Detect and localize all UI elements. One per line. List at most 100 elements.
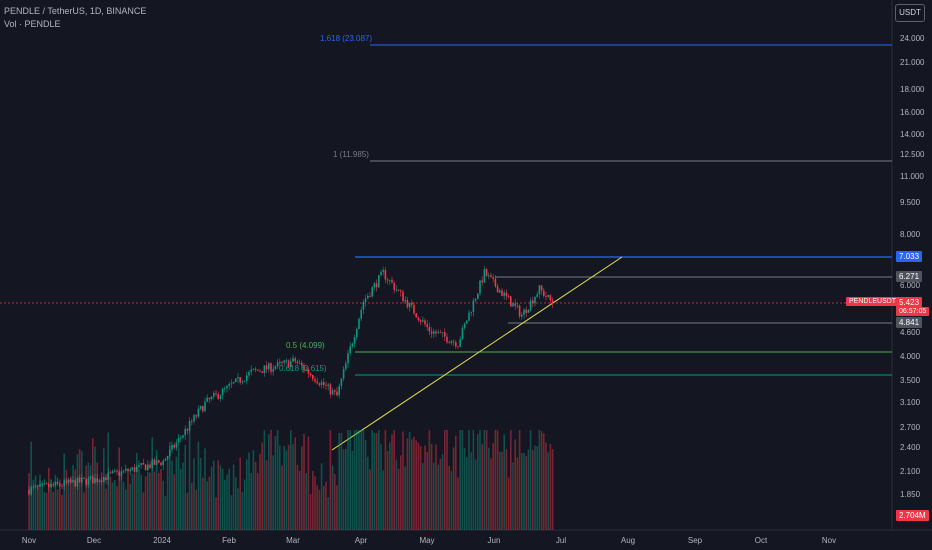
- candle-body: [235, 378, 237, 383]
- candle-body: [268, 363, 270, 370]
- candle-body: [279, 362, 281, 363]
- candle-body: [329, 384, 332, 395]
- volume-bar: [375, 433, 378, 530]
- volume-bar: [158, 472, 160, 530]
- candle-body: [470, 312, 472, 313]
- candle-body: [87, 478, 90, 485]
- candle-body: [186, 428, 189, 431]
- volume-bar: [65, 469, 68, 530]
- time-tick: 2024: [153, 536, 171, 545]
- candle-body: [503, 292, 505, 296]
- candle-body: [257, 369, 259, 371]
- volume-bar: [270, 430, 272, 530]
- candle-body: [48, 483, 50, 488]
- candle-body: [237, 377, 239, 379]
- time-tick: Oct: [754, 536, 768, 545]
- volume-bar: [292, 443, 294, 530]
- candle-body: [219, 395, 222, 399]
- volume-bar: [206, 481, 208, 530]
- volume-bar: [250, 472, 252, 530]
- candle-body: [30, 487, 32, 495]
- volume-bar: [391, 434, 393, 530]
- volume-bar: [153, 471, 156, 530]
- candle-body: [52, 484, 54, 486]
- resistance-price-tag: 7.033: [896, 251, 923, 262]
- volume-bar: [419, 445, 422, 530]
- candle-body: [199, 405, 202, 409]
- candle-body: [292, 358, 294, 362]
- candle-body: [125, 468, 127, 471]
- candle-body: [417, 317, 420, 321]
- volume-bar: [224, 480, 226, 530]
- price-tick: 8.000: [900, 230, 921, 239]
- candle-body: [439, 332, 442, 334]
- volume-bar: [338, 433, 340, 530]
- volume-bar: [400, 455, 402, 530]
- candle-body: [501, 290, 503, 296]
- candle-body: [155, 460, 158, 465]
- volume-bar: [252, 450, 255, 530]
- candle-body: [455, 342, 457, 347]
- price-tick: 2.700: [900, 423, 921, 432]
- volume-bar: [50, 479, 52, 530]
- volume-bar: [59, 479, 61, 530]
- candle-body: [83, 477, 85, 479]
- candle-body: [389, 280, 391, 281]
- candle-body: [543, 290, 545, 297]
- candle-body: [188, 420, 191, 431]
- price-tick: 14.000: [900, 130, 925, 139]
- volume-bar: [188, 430, 191, 530]
- volume-bar: [160, 468, 162, 530]
- candle-body: [142, 463, 145, 465]
- candle-body: [246, 375, 248, 381]
- candle-body: [349, 346, 351, 354]
- volume-bar: [415, 440, 417, 530]
- last-price-tag: 5.423: [896, 297, 923, 308]
- currency-button[interactable]: USDT: [895, 4, 925, 22]
- volume-bar: [402, 431, 404, 530]
- fib-05-label: 0.5 (4.099): [286, 341, 325, 350]
- candle-body: [331, 390, 334, 395]
- volume-bar: [543, 433, 545, 530]
- volume-bar: [417, 443, 420, 530]
- volume-bar: [364, 439, 367, 530]
- volume-bar: [111, 482, 114, 530]
- volume-bar: [523, 452, 525, 530]
- candle-body: [353, 337, 356, 344]
- volume-bar: [485, 430, 488, 530]
- candle-body: [499, 290, 501, 293]
- volume-bar: [287, 444, 290, 530]
- price-tick: 4.000: [900, 352, 921, 361]
- candle-body: [534, 297, 536, 304]
- candle-body: [477, 293, 479, 299]
- candle-body: [92, 476, 94, 484]
- volume-bar: [175, 456, 178, 530]
- symbol-price-tag: PENDLEUSDT: [846, 297, 900, 306]
- volume-bar: [450, 470, 453, 530]
- volume-bar: [144, 476, 147, 530]
- volume-bar: [169, 442, 171, 530]
- fib-1-label: 1 (11.985): [333, 150, 369, 159]
- volume-bar: [182, 462, 184, 530]
- volume-bar: [439, 458, 442, 530]
- candle-body: [448, 342, 450, 344]
- volume-bar: [356, 430, 358, 530]
- volume-bar: [422, 463, 424, 530]
- trendline[interactable]: [331, 256, 623, 451]
- time-tick: Sep: [687, 536, 703, 545]
- time-tick: Jul: [555, 536, 567, 545]
- candle-body: [239, 377, 241, 383]
- candle-body: [208, 397, 211, 400]
- volume-indicator-label[interactable]: Vol · PENDLE: [4, 19, 61, 29]
- volume-bar: [237, 488, 239, 530]
- symbol-title[interactable]: PENDLE / TetherUS, 1D, BINANCE: [4, 6, 147, 16]
- price-tick: 24.000: [900, 34, 925, 43]
- candle-body: [395, 289, 398, 291]
- candle-body: [133, 467, 136, 472]
- volume-bar: [109, 476, 112, 530]
- price-tick: 21.000: [900, 58, 925, 67]
- volume-bar: [272, 455, 274, 530]
- candle-body: [153, 459, 156, 465]
